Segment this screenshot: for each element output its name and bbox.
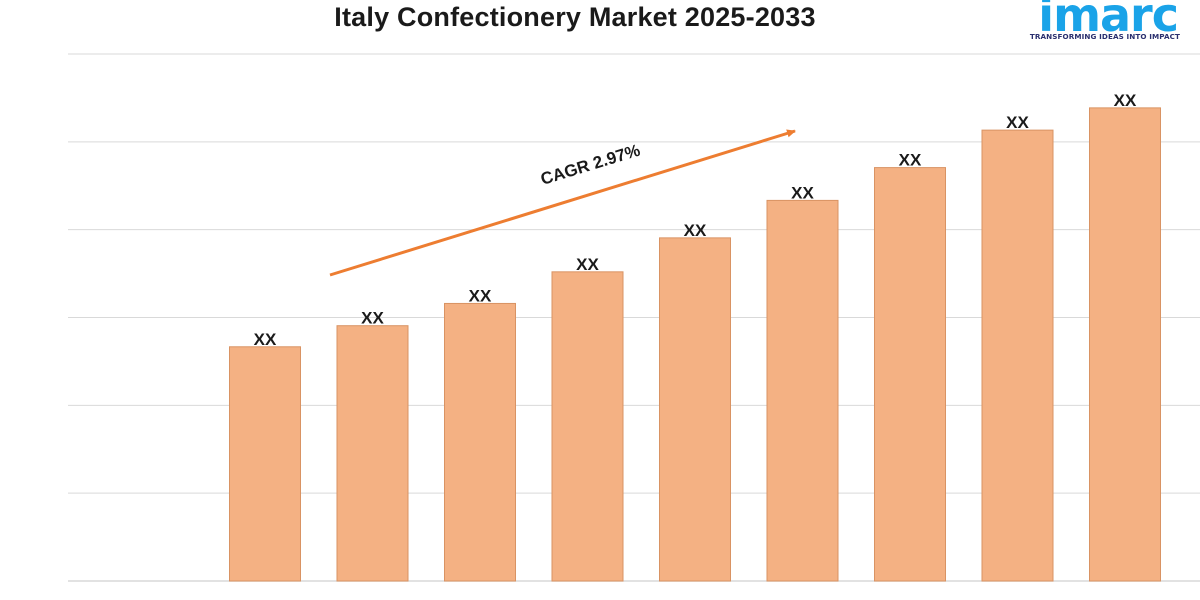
bar-2025 [229, 346, 301, 582]
bar-2033 [1089, 107, 1161, 582]
bar-2027 [444, 302, 516, 582]
bar-data-label: XX [1114, 91, 1137, 110]
bar-data-label: XX [899, 151, 922, 170]
bar-data-label: XX [1006, 113, 1029, 132]
bar-2028 [551, 271, 624, 582]
bar-data-label: XX [254, 330, 277, 349]
bar-data-label: XX [576, 255, 599, 274]
bar-2030 [766, 199, 839, 582]
bar-2029 [659, 237, 731, 582]
bar-data-label: XX [791, 183, 814, 202]
bar-2032 [981, 129, 1054, 582]
bar-2026 [336, 325, 409, 582]
bar-data-label: XX [361, 309, 384, 328]
logo-tagline: TRANSFORMING IDEAS INTO IMPACT [1029, 32, 1180, 41]
chart-title: Italy Confectionery Market 2025-2033 [334, 2, 816, 32]
cagr-arrow [329, 129, 796, 277]
bar-2031 [874, 167, 946, 582]
logo-word: imarc [1038, 0, 1179, 42]
imarc-logo: imarc TRANSFORMING IDEAS INTO IMPACT [1012, 0, 1192, 48]
bar-data-label: XX [684, 221, 707, 240]
bar-data-label: XX [469, 286, 492, 305]
